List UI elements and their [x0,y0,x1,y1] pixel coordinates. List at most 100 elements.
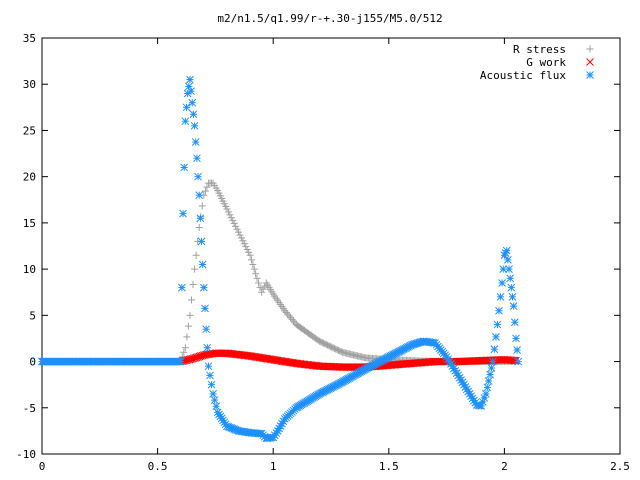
g-work-point [194,353,202,361]
series-r-stress [38,179,520,366]
g-work-point [185,355,194,364]
acoustic-flux-point [176,357,185,366]
r-stress-point [198,202,206,210]
y-tick-label: 35 [23,32,36,45]
r-stress-point [235,228,243,236]
acoustic-flux-point [180,163,189,172]
r-stress-point [203,183,211,191]
r-stress-point [288,315,296,323]
r-stress-point [284,310,292,318]
r-stress-point [227,214,235,222]
acoustic-flux-point [496,292,505,301]
y-tick-label: 25 [23,124,36,137]
y-tick-label: 15 [23,217,36,230]
acoustic-flux-point [202,325,211,334]
y-tick-label: 5 [29,309,36,322]
acoustic-flux-point [181,117,190,126]
acoustic-flux-point [178,283,186,292]
r-stress-point [237,234,245,242]
series-acoustic-flux [38,75,523,443]
y-tick-label: -5 [23,402,36,415]
acoustic-flux-point [478,398,487,406]
g-work-point [184,355,192,364]
r-stress-point [259,285,267,293]
g-work-point [195,352,204,361]
r-stress-point [230,219,238,227]
legend-label: R stress [513,43,566,56]
r-stress-point [180,348,188,356]
acoustic-flux-point [195,191,204,200]
x-tick-label: 0 [39,460,46,473]
legend-marker [586,45,594,53]
r-stress-point [289,317,297,325]
r-stress-point [243,245,251,253]
acoustic-flux-point [502,246,511,255]
r-stress-point [240,240,248,248]
acoustic-flux-point [493,320,502,329]
acoustic-flux-point [498,279,506,287]
chart-title: m2/n1.5/q1.99/r-+.30-j155/M5.0/512 [217,12,442,25]
acoustic-flux-point [508,292,517,301]
r-stress-point [195,224,203,232]
r-stress-point [281,307,289,315]
g-work-point [189,354,198,363]
r-stress-point [181,344,189,352]
acoustic-flux-point [189,110,198,119]
acoustic-flux-point [201,304,209,313]
acoustic-flux-point [513,346,521,354]
acoustic-flux-point [507,283,516,292]
x-tick-label: 2.5 [610,460,630,473]
x-tick-label: 1.5 [379,460,399,473]
legend-label: Acoustic flux [480,69,566,82]
r-stress-point [246,251,254,259]
r-stress-point [258,288,266,296]
acoustic-flux-point [212,402,221,411]
acoustic-flux-point [442,353,451,361]
r-stress-point [188,296,196,304]
r-stress-point [201,187,209,195]
acoustic-flux-point [188,98,197,107]
acoustic-flux-point [477,402,486,410]
g-work-point [192,353,201,362]
acoustic-flux-point [506,274,515,283]
r-stress-point [252,270,260,278]
acoustic-flux-point [204,362,213,371]
legend-label: G work [526,56,566,69]
acoustic-flux-point [203,343,212,352]
acoustic-flux-point [482,390,490,398]
r-stress-point [183,333,191,341]
r-stress-point [287,314,295,322]
acoustic-flux-point [190,121,199,130]
r-stress-point [232,222,240,230]
acoustic-flux-point [196,214,205,223]
r-stress-point [226,211,234,219]
g-work-point [188,354,197,363]
acoustic-flux-point [194,172,202,181]
plot-frame [41,37,621,455]
acoustic-flux-point [184,82,193,91]
acoustic-flux-point [504,256,512,264]
acoustic-flux-point [487,364,496,372]
y-tick-label: 0 [29,356,36,369]
acoustic-flux-point [484,377,493,385]
r-stress-point [285,312,293,320]
r-stress-point [184,322,192,330]
r-stress-point [229,217,237,225]
x-tick-label: 1 [270,460,277,473]
acoustic-flux-point [182,103,191,112]
x-axis: 0 0.5 1 1.5 2 2.5 [39,38,630,473]
y-tick-label: 30 [23,78,36,91]
r-stress-point [233,225,241,233]
r-stress-point [224,208,232,216]
acoustic-flux-point [197,237,206,246]
y-axis: -10 -5 0 5 10 15 20 25 30 35 [16,32,620,461]
x-tick-label: 2 [501,460,508,473]
acoustic-flux-point [495,306,503,315]
legend-marker [586,71,594,79]
acoustic-flux-point [207,380,216,389]
acoustic-flux-point [492,333,500,341]
acoustic-flux-point [186,75,194,84]
g-work-point [182,356,191,365]
r-stress-point [186,311,194,319]
